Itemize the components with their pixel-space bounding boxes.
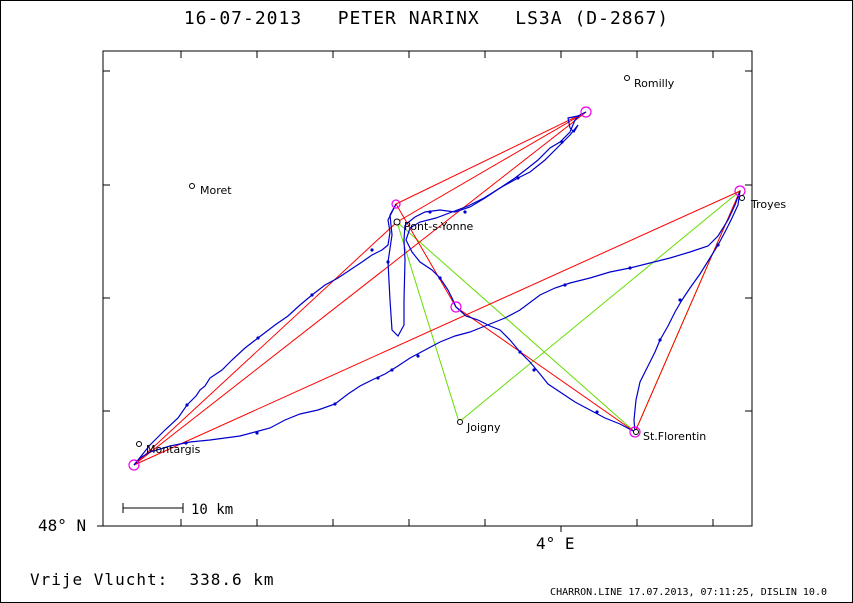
scale-label: 10 km <box>191 502 233 518</box>
page-title: 16-07-2013 PETER NARINX LS3A (D-2867) <box>183 8 670 29</box>
plot-border <box>102 50 753 527</box>
town-label-st-florentin: St.Florentin <box>643 430 706 443</box>
turnpoint-markers <box>128 106 746 471</box>
flight-track <box>133 111 741 466</box>
town-label-romilly: Romilly <box>634 77 675 90</box>
town-label-joigny: Joigny <box>466 421 501 434</box>
scale-bar <box>122 503 184 513</box>
distance-readout: Vrije Vlucht: 338.6 km <box>30 570 275 589</box>
track-fixes <box>184 140 720 445</box>
town-label-pont-s-yonne: Pont-s-Yonne <box>404 220 474 233</box>
footer-credit: CHARRON.LINE 17.07.2013, 07:11:25, DISLI… <box>550 587 827 598</box>
lon-label: 4° E <box>536 534 575 553</box>
distance-label: Vrije Vlucht: <box>30 570 169 589</box>
town-label-troyes: Troyes <box>750 198 786 211</box>
distance-value: 338.6 km <box>189 570 275 589</box>
lat-label: 48° N <box>38 516 86 535</box>
task-legs <box>133 111 741 466</box>
town-label-moret: Moret <box>200 184 232 197</box>
town-label-montargis: Montargis <box>146 443 201 456</box>
axis-ticks <box>97 51 752 532</box>
town-markers <box>136 75 745 447</box>
